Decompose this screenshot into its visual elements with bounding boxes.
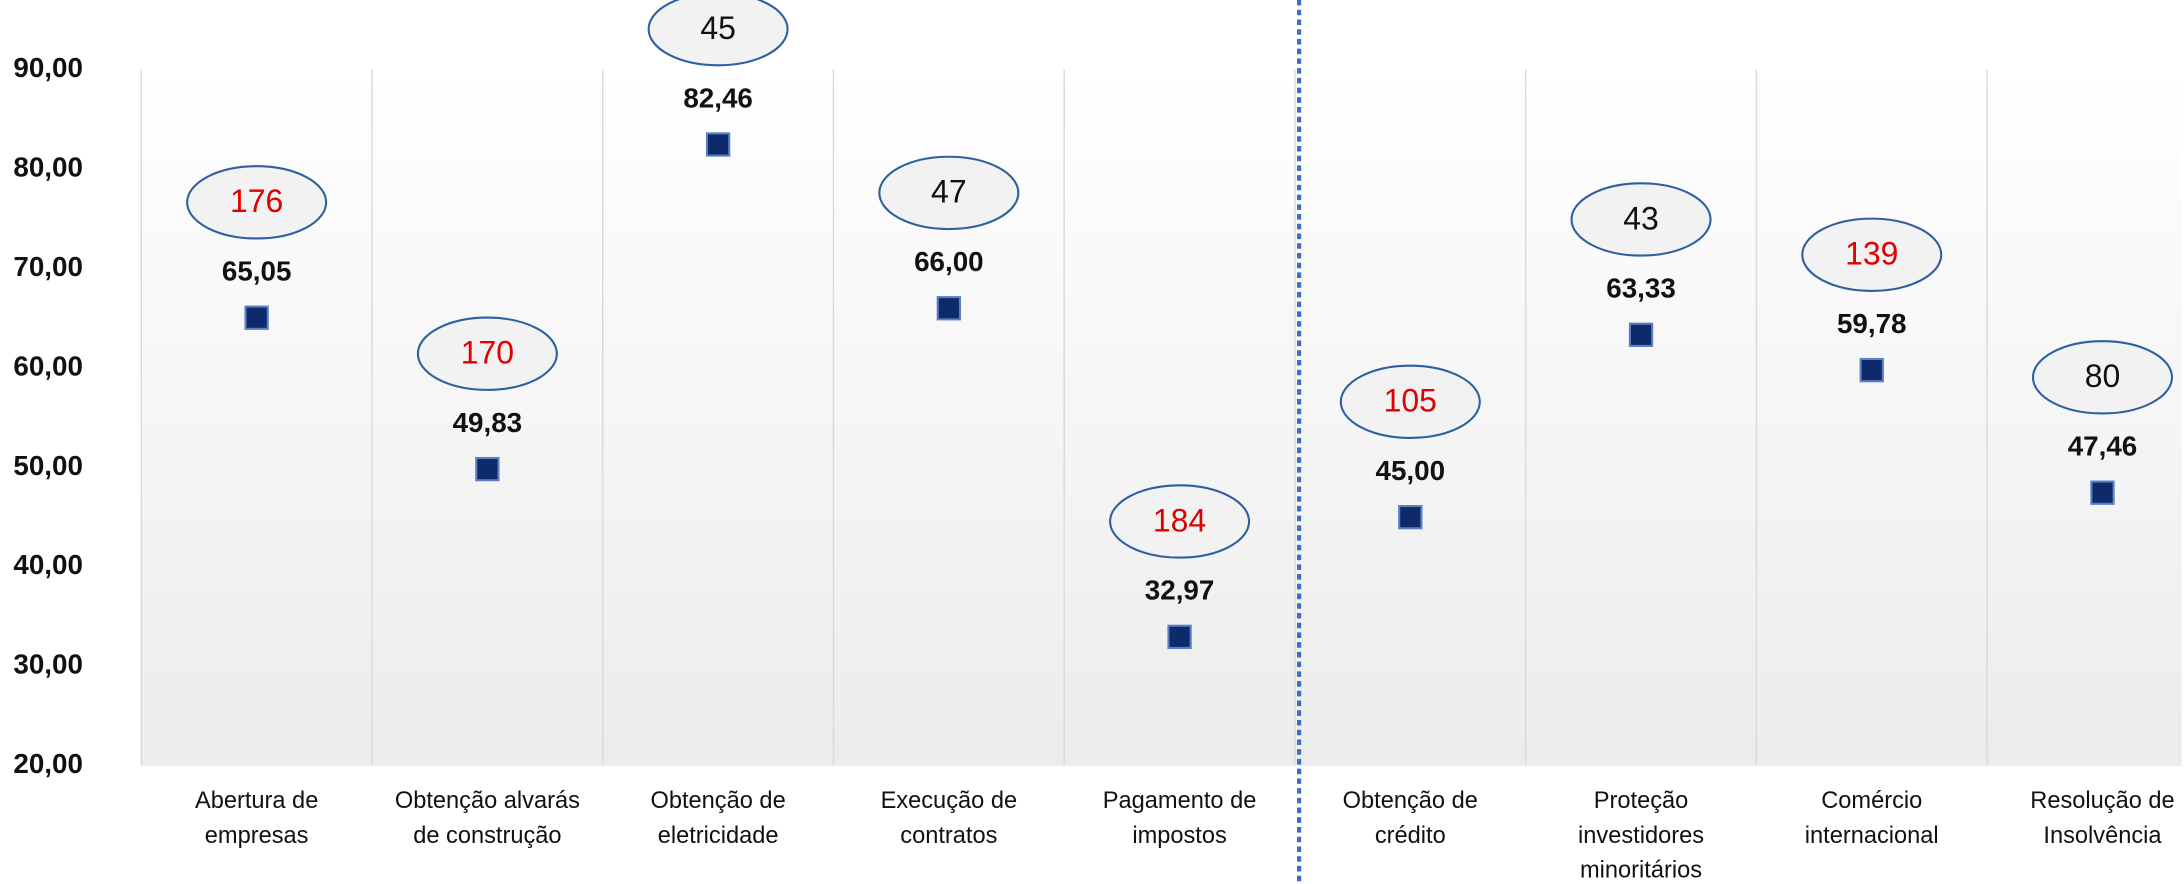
plot-area [141,69,2182,766]
value-label: 59,78 [1837,308,1907,339]
marker [705,132,731,157]
rank-label: 184 [1153,502,1206,538]
marker [1859,357,1884,383]
y-tick-label: 50,00 [13,450,83,481]
y-tick-label: 30,00 [13,649,83,680]
marker [1398,504,1423,530]
rank-bubble [1109,484,1251,559]
x-tick-label: contratos [900,823,997,849]
x-tick-label: Pagamento de [1103,788,1257,814]
marker [1628,322,1654,347]
value-label: 82,46 [683,82,753,113]
x-tick-label: Abertura de [195,788,318,814]
y-tick-label: 20,00 [13,748,83,779]
x-tick-label: Proteção [1594,788,1688,814]
rank-bubble [1801,217,1943,292]
y-tick-label: 40,00 [13,549,83,580]
rank-bubble [2031,340,2174,415]
rank-bubble [186,165,328,240]
rank-bubble [1570,182,1712,257]
x-tick-label: Comércio [1821,788,1922,814]
value-label: 47,46 [2068,431,2138,462]
rank-label: 80 [2085,358,2121,394]
value-label: 45,00 [1376,455,1446,486]
x-tick-label: minoritários [1580,858,1702,884]
rank-label: 45 [700,10,736,46]
x-tick-label: impostos [1132,823,1226,849]
x-tick-label: Insolvência [2043,823,2162,849]
rank-bubble [416,316,558,391]
marker [244,305,269,330]
value-label: 65,05 [222,256,292,287]
marker [475,456,500,482]
x-tick-label: Resolução de [2030,788,2174,814]
value-label: 63,33 [1606,273,1676,304]
rank-bubble [647,0,789,67]
rank-label: 176 [230,183,283,219]
value-label: 32,97 [1145,575,1215,606]
y-tick-label: 80,00 [13,151,83,182]
x-tick-label: Obtenção de [651,788,786,814]
x-tick-label: Obtenção alvarás [395,788,580,814]
rank-label: 43 [1623,200,1659,236]
marker [936,296,961,321]
marker [2090,480,2115,505]
y-tick-label: 90,00 [13,52,83,83]
y-tick-label: 60,00 [13,350,83,381]
rank-bubble [878,155,1020,231]
value-label: 66,00 [914,246,984,277]
x-tick-label: internacional [1805,823,1939,849]
y-tick-label: 70,00 [13,251,83,282]
rank-label: 47 [931,174,967,210]
x-tick-label: Obtenção de [1343,788,1478,814]
rank-label: 105 [1384,383,1437,419]
value-label: 49,83 [453,407,523,438]
rank-label: 170 [461,335,514,371]
x-tick-label: crédito [1375,823,1446,849]
x-tick-label: investidores [1578,823,1704,849]
rank-label: 139 [1845,236,1898,272]
x-tick-label: empresas [205,823,309,849]
x-tick-label: eletricidade [658,823,779,849]
x-tick-label: Execução de [881,788,1018,814]
rank-bubble [1339,364,1481,439]
x-tick-label: de construção [413,823,561,849]
marker [1167,624,1192,649]
